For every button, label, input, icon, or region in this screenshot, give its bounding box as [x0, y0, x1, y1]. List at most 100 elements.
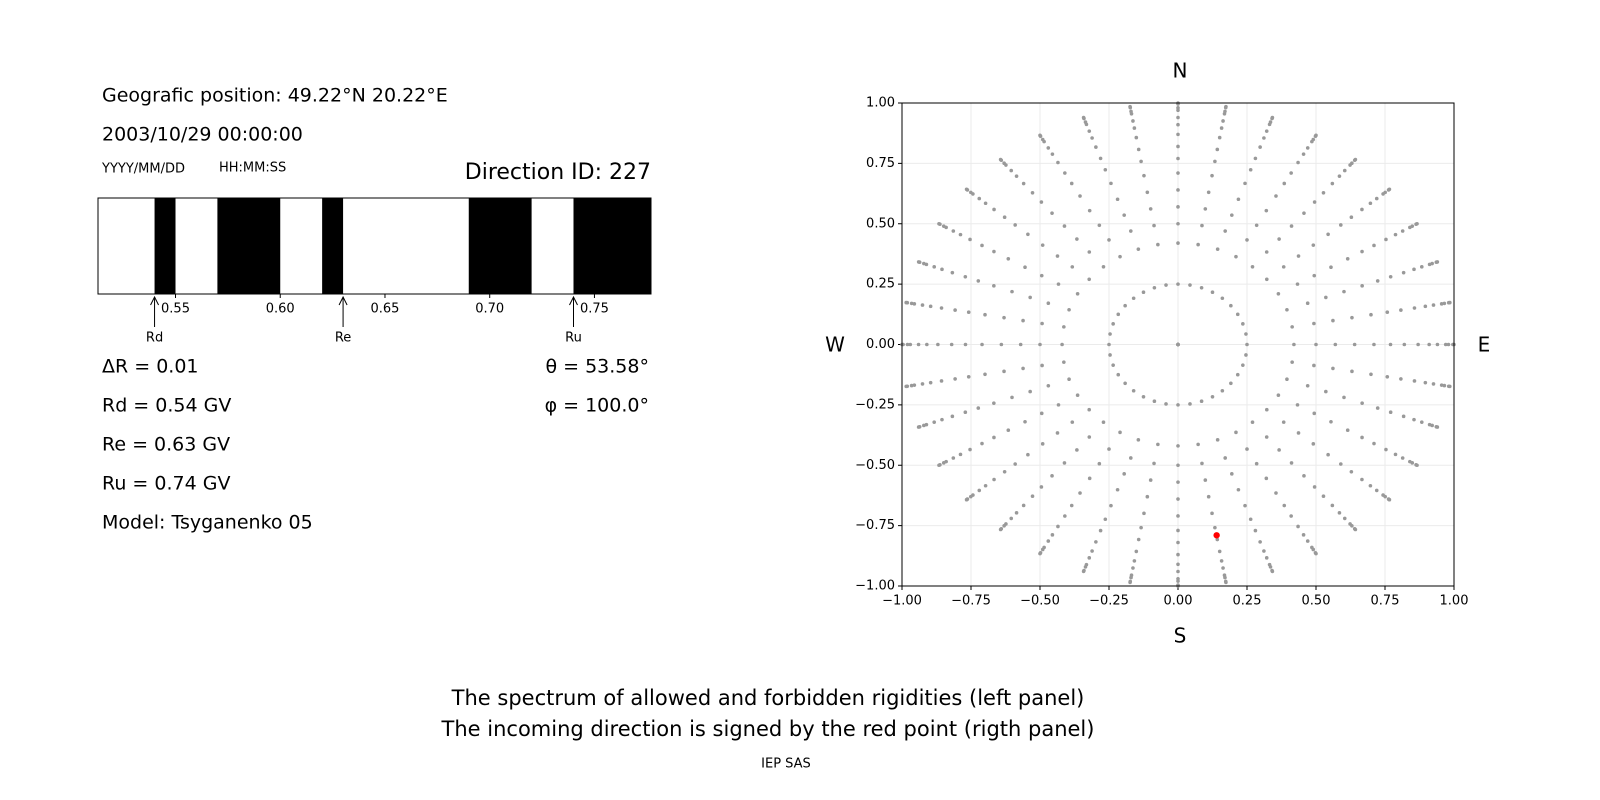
direction-point: [1101, 420, 1106, 424]
direction-point: [1210, 394, 1215, 399]
direction-point: [1134, 549, 1139, 554]
direction-point: [1176, 171, 1180, 175]
direction-point: [1199, 285, 1204, 290]
direction-point: [1021, 181, 1026, 186]
direction-point: [1305, 301, 1310, 306]
direction-point: [916, 260, 921, 264]
direction-point: [916, 342, 921, 347]
direction-point: [1128, 580, 1132, 585]
direction-point: [1176, 115, 1180, 120]
direction-point: [1439, 383, 1444, 387]
direction-point: [1374, 196, 1379, 201]
param: Ru = 0.74 GV: [102, 473, 230, 495]
direction-point: [1295, 282, 1300, 286]
direction-point: [1013, 223, 1018, 227]
direction-point: [1289, 224, 1294, 228]
direction-point: [1156, 242, 1160, 247]
direction-point: [1070, 265, 1075, 269]
direction-point: [1067, 308, 1071, 312]
direction-point: [1385, 374, 1390, 379]
direction-point: [1078, 491, 1082, 495]
direction-point: [916, 425, 921, 429]
direction-point: [1374, 488, 1379, 493]
direction-point: [1360, 207, 1364, 212]
direction-point: [980, 441, 984, 446]
direction-point: [1446, 342, 1451, 347]
direction-point: [1009, 516, 1014, 521]
direction-point: [1312, 200, 1317, 204]
direction-point: [969, 494, 973, 499]
direction-point: [1276, 393, 1281, 398]
direction-point: [1229, 381, 1233, 386]
direction-point: [1131, 296, 1136, 301]
direction-point: [1254, 461, 1259, 466]
direction-point: [1289, 171, 1293, 175]
direction-point: [1131, 119, 1135, 123]
y-tick-label: −1.00: [855, 579, 895, 594]
direction-point: [1321, 494, 1326, 498]
direction-point: [1111, 322, 1115, 326]
direction-point: [1412, 306, 1417, 310]
direction-point: [1098, 528, 1103, 533]
direction-point: [1136, 438, 1141, 442]
direction-point: [1236, 197, 1241, 202]
direction-point: [1176, 540, 1180, 545]
direction-point: [1329, 419, 1333, 424]
direction-point: [1062, 224, 1067, 228]
direction-point: [1046, 301, 1051, 306]
direction-point: [1311, 547, 1316, 552]
direction-point: [1399, 308, 1403, 312]
direction-point: [1087, 208, 1092, 213]
direction-point: [1321, 191, 1326, 195]
direction-point: [966, 374, 971, 379]
direction-point: [1087, 129, 1092, 133]
direction-point: [1292, 342, 1296, 347]
x-tick-label: 1.00: [1440, 594, 1469, 609]
direction-point: [1353, 527, 1358, 532]
direction-point: [912, 302, 917, 306]
direction-point: [1352, 342, 1357, 347]
direction-point: [1435, 260, 1440, 264]
direction-label: S: [1174, 624, 1187, 648]
y-tick-label: 1.00: [866, 96, 895, 111]
direction-point: [1200, 461, 1204, 466]
direction-point: [1139, 159, 1143, 164]
direction-point: [1010, 395, 1014, 400]
direction-label: N: [1173, 59, 1188, 83]
direction-point: [1220, 296, 1225, 301]
x-tick-label: −0.75: [951, 594, 991, 609]
direction-point: [1302, 211, 1306, 215]
direction-point: [977, 488, 982, 493]
direction-point: [1215, 247, 1220, 251]
direction-point: [1002, 369, 1006, 374]
direction-point: [1410, 224, 1415, 228]
direction-point: [1021, 503, 1026, 508]
direction-point: [1069, 503, 1074, 508]
direction-point: [1213, 159, 1217, 164]
direction-point: [1423, 304, 1428, 309]
direction-point: [999, 342, 1004, 347]
direction-point: [1040, 243, 1045, 247]
direction-point: [980, 243, 984, 248]
direction-point: [1393, 452, 1398, 457]
direction-point: [1360, 284, 1364, 288]
direction-point: [1103, 517, 1108, 522]
direction-point: [1372, 243, 1376, 248]
direction-point: [1431, 303, 1436, 307]
direction-point: [1097, 223, 1102, 228]
y-tick-label: 0.75: [866, 156, 895, 171]
direction-point: [1264, 208, 1269, 213]
direction-point: [1290, 325, 1294, 329]
direction-point: [1383, 494, 1387, 499]
direction-point: [1040, 321, 1044, 326]
direction-point: [1270, 115, 1275, 120]
direction-point: [1122, 213, 1126, 217]
direction-point: [963, 410, 968, 415]
direction-point: [1056, 403, 1061, 407]
forbidden-band: [217, 198, 281, 294]
direction-point: [1069, 181, 1074, 186]
direction-point: [1368, 201, 1373, 206]
direction-point: [998, 157, 1003, 162]
direction-point: [922, 423, 926, 428]
direction-point: [1206, 494, 1211, 499]
